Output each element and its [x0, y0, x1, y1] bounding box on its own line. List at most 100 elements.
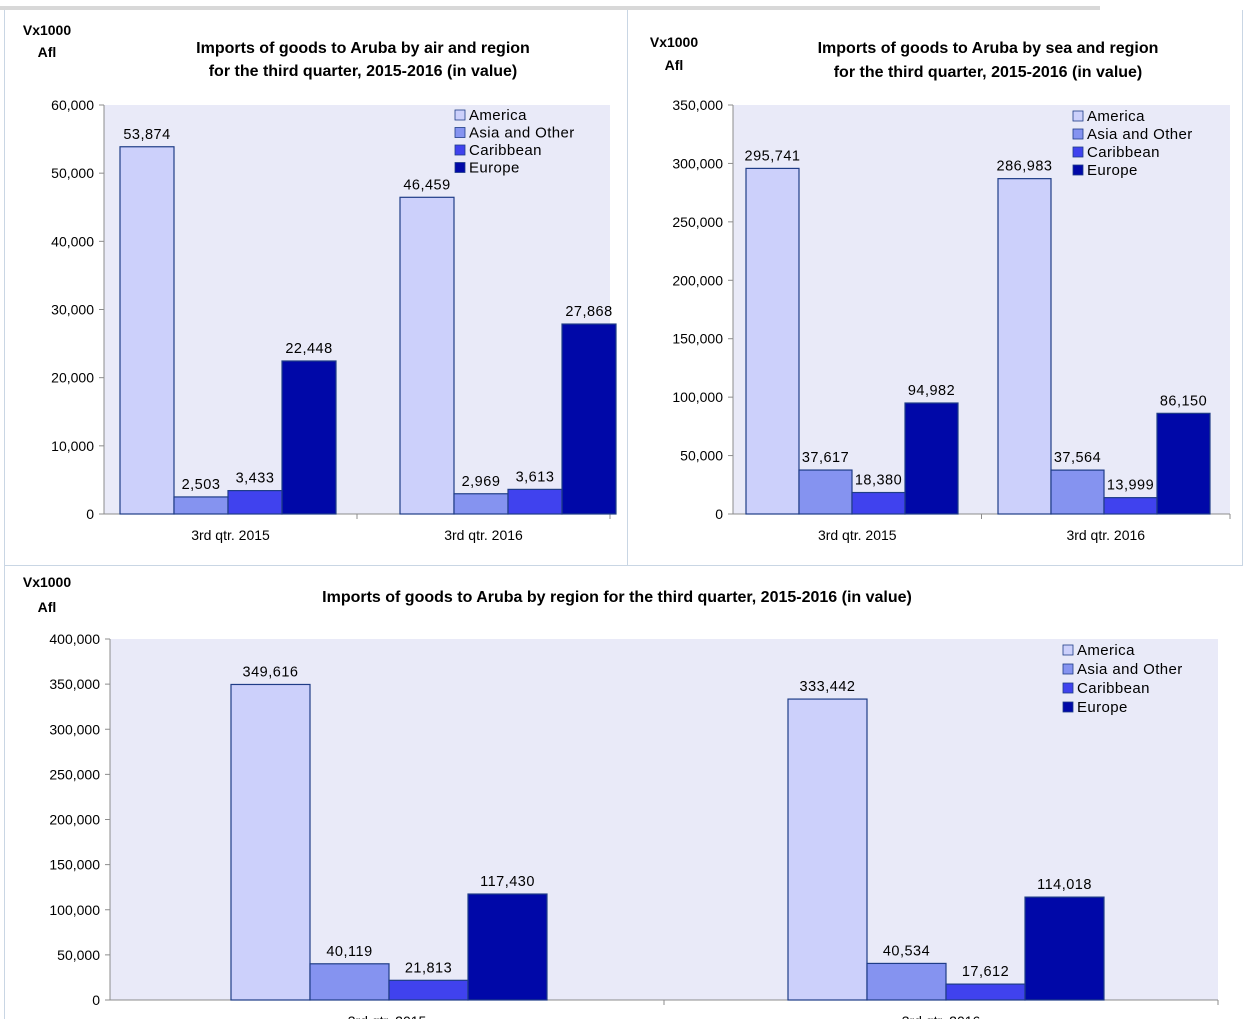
data-label-caribbean: 18,380 — [855, 473, 902, 489]
legend-label-caribbean: Caribbean — [1077, 680, 1150, 697]
data-label-asia-and-other: 2,503 — [182, 477, 221, 493]
bar-asia-and-other — [1050, 469, 1105, 515]
y-axis-label: Vx1000 — [23, 574, 71, 590]
data-label-caribbean: 3,433 — [236, 471, 275, 487]
y-tick-label: 200,000 — [49, 812, 100, 828]
chart-title: Imports of goods to Aruba by region for … — [322, 589, 912, 606]
bar-asia-and-other — [798, 469, 853, 515]
legend-swatch-america — [454, 109, 466, 121]
legend-swatch-caribbean — [1072, 146, 1084, 158]
data-label-caribbean: 3,613 — [516, 469, 555, 485]
y-tick-label: 50,000 — [57, 947, 100, 963]
data-label-caribbean: 21,813 — [405, 960, 452, 976]
legend-swatch-asia-and-other — [454, 127, 466, 138]
bar-caribbean — [945, 983, 1026, 1001]
data-label-caribbean: 17,612 — [962, 964, 1009, 980]
total-imports-chart-panel: Vx1000 Afl Imports of goods to Aruba by re… — [4, 566, 1243, 1019]
legend-label-caribbean: Caribbean — [469, 142, 542, 159]
y-tick-label: 200,000 — [672, 272, 723, 288]
y-tick-label: 100,000 — [672, 389, 723, 405]
bar-caribbean — [507, 488, 563, 515]
legend-swatch-asia-and-other — [1072, 128, 1084, 140]
data-label-europe: 27,868 — [565, 304, 612, 320]
y-tick-label: 30,000 — [51, 302, 94, 318]
data-label-america: 286,983 — [997, 159, 1053, 175]
y-tick-label: 150,000 — [49, 857, 100, 873]
legend-swatch-caribbean — [454, 144, 466, 156]
data-label-europe: 114,018 — [1037, 877, 1092, 893]
bar-asia-and-other — [453, 493, 509, 515]
data-label-america: 46,459 — [403, 177, 450, 193]
data-label-caribbean: 13,999 — [1107, 478, 1154, 494]
chart-title: Imports of goods to Aruba by sea and reg… — [818, 40, 1159, 57]
data-label-america: 349,616 — [243, 664, 299, 680]
x-tick-label: 3rd qtr. 2015 — [818, 527, 897, 543]
x-tick-label: 3rd qtr. 2015 — [348, 1013, 427, 1019]
plot-area — [104, 105, 610, 514]
legend-label-america: America — [469, 107, 527, 124]
data-label-asia-and-other: 2,969 — [462, 474, 501, 490]
bar-europe — [561, 323, 617, 515]
legend-swatch-america — [1072, 110, 1084, 122]
air-imports-chart-panel: Vx1000 Afl Imports of goods to Aruba by ai… — [4, 10, 628, 566]
data-label-asia-and-other: 37,564 — [1054, 450, 1101, 466]
sea-imports-chart-panel: Vx1000 Afl Imports of goods to Aruba by se… — [628, 10, 1243, 566]
legend-label-caribbean: Caribbean — [1087, 144, 1160, 161]
y-tick-label: 50,000 — [51, 165, 94, 181]
bar-europe — [1024, 896, 1105, 1001]
bar-europe — [281, 360, 337, 515]
y-tick-label: 250,000 — [672, 214, 723, 230]
legend-swatch-asia-and-other — [1062, 663, 1074, 675]
y-tick-label: 0 — [92, 992, 100, 1008]
chart-title: Imports of goods to Aruba by air and reg… — [196, 40, 530, 57]
bar-america — [745, 167, 800, 515]
y-axis-label: Afl — [665, 57, 684, 73]
legend-swatch-europe — [1062, 701, 1074, 713]
chart-title: for the third quarter, 2015-2016 (in val… — [834, 64, 1143, 81]
legend-label-asia-and-other: Asia and Other — [469, 125, 575, 142]
bar-america — [230, 683, 311, 1001]
y-tick-label: 0 — [86, 506, 94, 522]
legend-label-america: America — [1077, 642, 1135, 659]
bar-america — [787, 698, 868, 1001]
bar-europe — [1156, 412, 1211, 515]
air-imports-chart: Vx1000 Afl Imports of goods to Aruba by ai… — [23, 22, 617, 543]
data-label-europe: 117,430 — [480, 874, 535, 890]
y-tick-label: 400,000 — [49, 631, 100, 647]
bar-america — [119, 146, 175, 515]
data-label-asia-and-other: 40,119 — [326, 944, 372, 960]
total-imports-chart: Vx1000 Afl Imports of goods to Aruba by re… — [23, 574, 1219, 1019]
legend-label-europe: Europe — [1077, 699, 1128, 716]
y-tick-label: 10,000 — [51, 438, 94, 454]
plot-area — [733, 105, 1230, 514]
y-axis-label: Vx1000 — [23, 22, 71, 38]
y-tick-label: 350,000 — [672, 97, 723, 113]
y-axis-label: Vx1000 — [650, 34, 698, 50]
bar-caribbean — [851, 491, 906, 515]
bar-caribbean — [227, 489, 283, 515]
bar-america — [997, 178, 1052, 515]
bar-america — [399, 196, 455, 515]
legend-label-asia-and-other: Asia and Other — [1087, 126, 1193, 143]
data-label-america: 53,874 — [123, 127, 170, 143]
legend-label-europe: Europe — [1087, 162, 1138, 179]
y-tick-label: 250,000 — [49, 766, 100, 782]
data-label-europe: 22,448 — [285, 341, 332, 357]
x-tick-label: 3rd qtr. 2015 — [191, 527, 270, 543]
y-tick-label: 300,000 — [49, 721, 100, 737]
y-axis-label: Afl — [38, 599, 57, 615]
data-label-america: 333,442 — [800, 679, 856, 695]
bar-asia-and-other — [309, 963, 390, 1001]
bar-caribbean — [388, 979, 469, 1001]
chart-title: for the third quarter, 2015-2016 (in val… — [209, 63, 518, 80]
data-label-europe: 94,982 — [908, 383, 955, 399]
legend-swatch-europe — [454, 162, 466, 173]
data-label-europe: 86,150 — [1160, 393, 1207, 409]
top-divider — [0, 6, 1100, 10]
y-tick-label: 0 — [715, 506, 723, 522]
bar-europe — [904, 402, 959, 515]
bar-asia-and-other — [866, 962, 947, 1001]
legend-swatch-america — [1062, 644, 1074, 656]
data-label-asia-and-other: 37,617 — [802, 450, 849, 466]
x-tick-label: 3rd qtr. 2016 — [444, 527, 523, 543]
